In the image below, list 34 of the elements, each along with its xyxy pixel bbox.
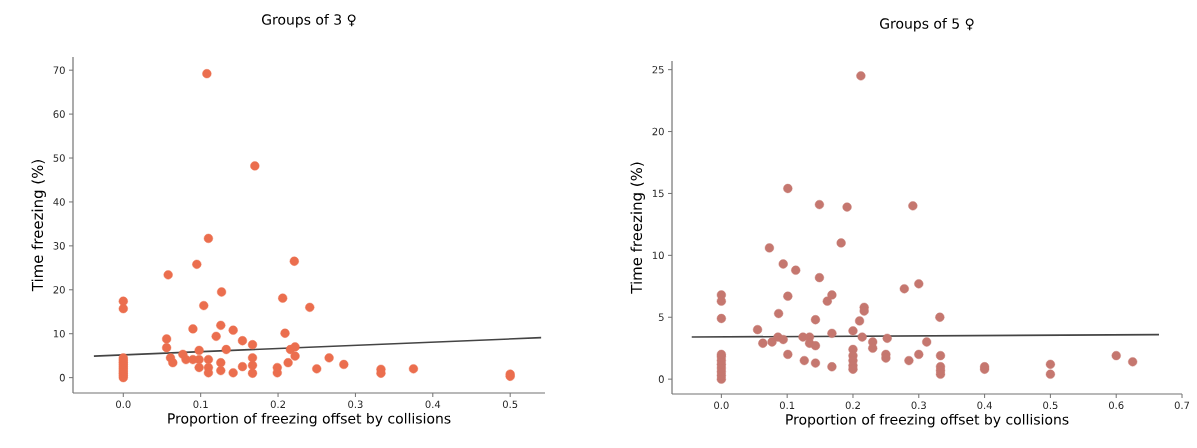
- y-tick-label: 20: [652, 127, 664, 136]
- x-axis-title: Proportion of freezing offset by collisions: [786, 413, 1069, 428]
- x-tick-label: 0.1: [779, 401, 795, 410]
- x-tick-label: 0.5: [502, 400, 518, 409]
- x-tick-label: 0.2: [270, 400, 285, 409]
- y-axis-title: Time freezing (%): [630, 162, 645, 294]
- y-tick-label: 10: [652, 251, 664, 260]
- y-axis-title: Time freezing (%): [31, 160, 46, 292]
- x-tick-label: 0.1: [193, 400, 208, 409]
- y-tick-label: 20: [53, 286, 65, 294]
- y-tick-label: 5: [658, 313, 664, 321]
- x-axis-title: Proportion of freezing offset by collisions: [168, 412, 451, 427]
- y-tick-label: 30: [53, 242, 65, 250]
- x-tick-label: 0.2: [845, 401, 860, 410]
- y-tick-label: 50: [53, 154, 65, 162]
- y-tick-label: 0: [658, 375, 664, 383]
- y-tick-label: 15: [652, 189, 664, 198]
- x-tick-label: 0.0: [714, 401, 729, 410]
- y-tick-label: 40: [53, 198, 65, 206]
- x-tick-label: 0.3: [911, 401, 926, 410]
- y-tick-label: 70: [53, 66, 65, 74]
- x-tick-label: 0.4: [977, 401, 992, 410]
- x-tick-label: 0.4: [425, 400, 441, 409]
- x-tick-label: 0.3: [348, 400, 363, 409]
- x-tick-label: 0.6: [1108, 401, 1124, 410]
- chart-title: Groups of 5 ♀: [880, 18, 974, 32]
- y-tick-label: 0: [59, 373, 65, 382]
- x-tick-label: 0.5: [1043, 401, 1058, 410]
- y-tick-label: 10: [53, 329, 65, 338]
- x-tick-label: 0.0: [116, 400, 131, 409]
- y-tick-label: 60: [53, 110, 65, 118]
- x-tick-label: 0.7: [1174, 401, 1190, 410]
- chart-title: Groups of 3 ♀: [262, 14, 356, 28]
- y-tick-label: 25: [652, 65, 664, 74]
